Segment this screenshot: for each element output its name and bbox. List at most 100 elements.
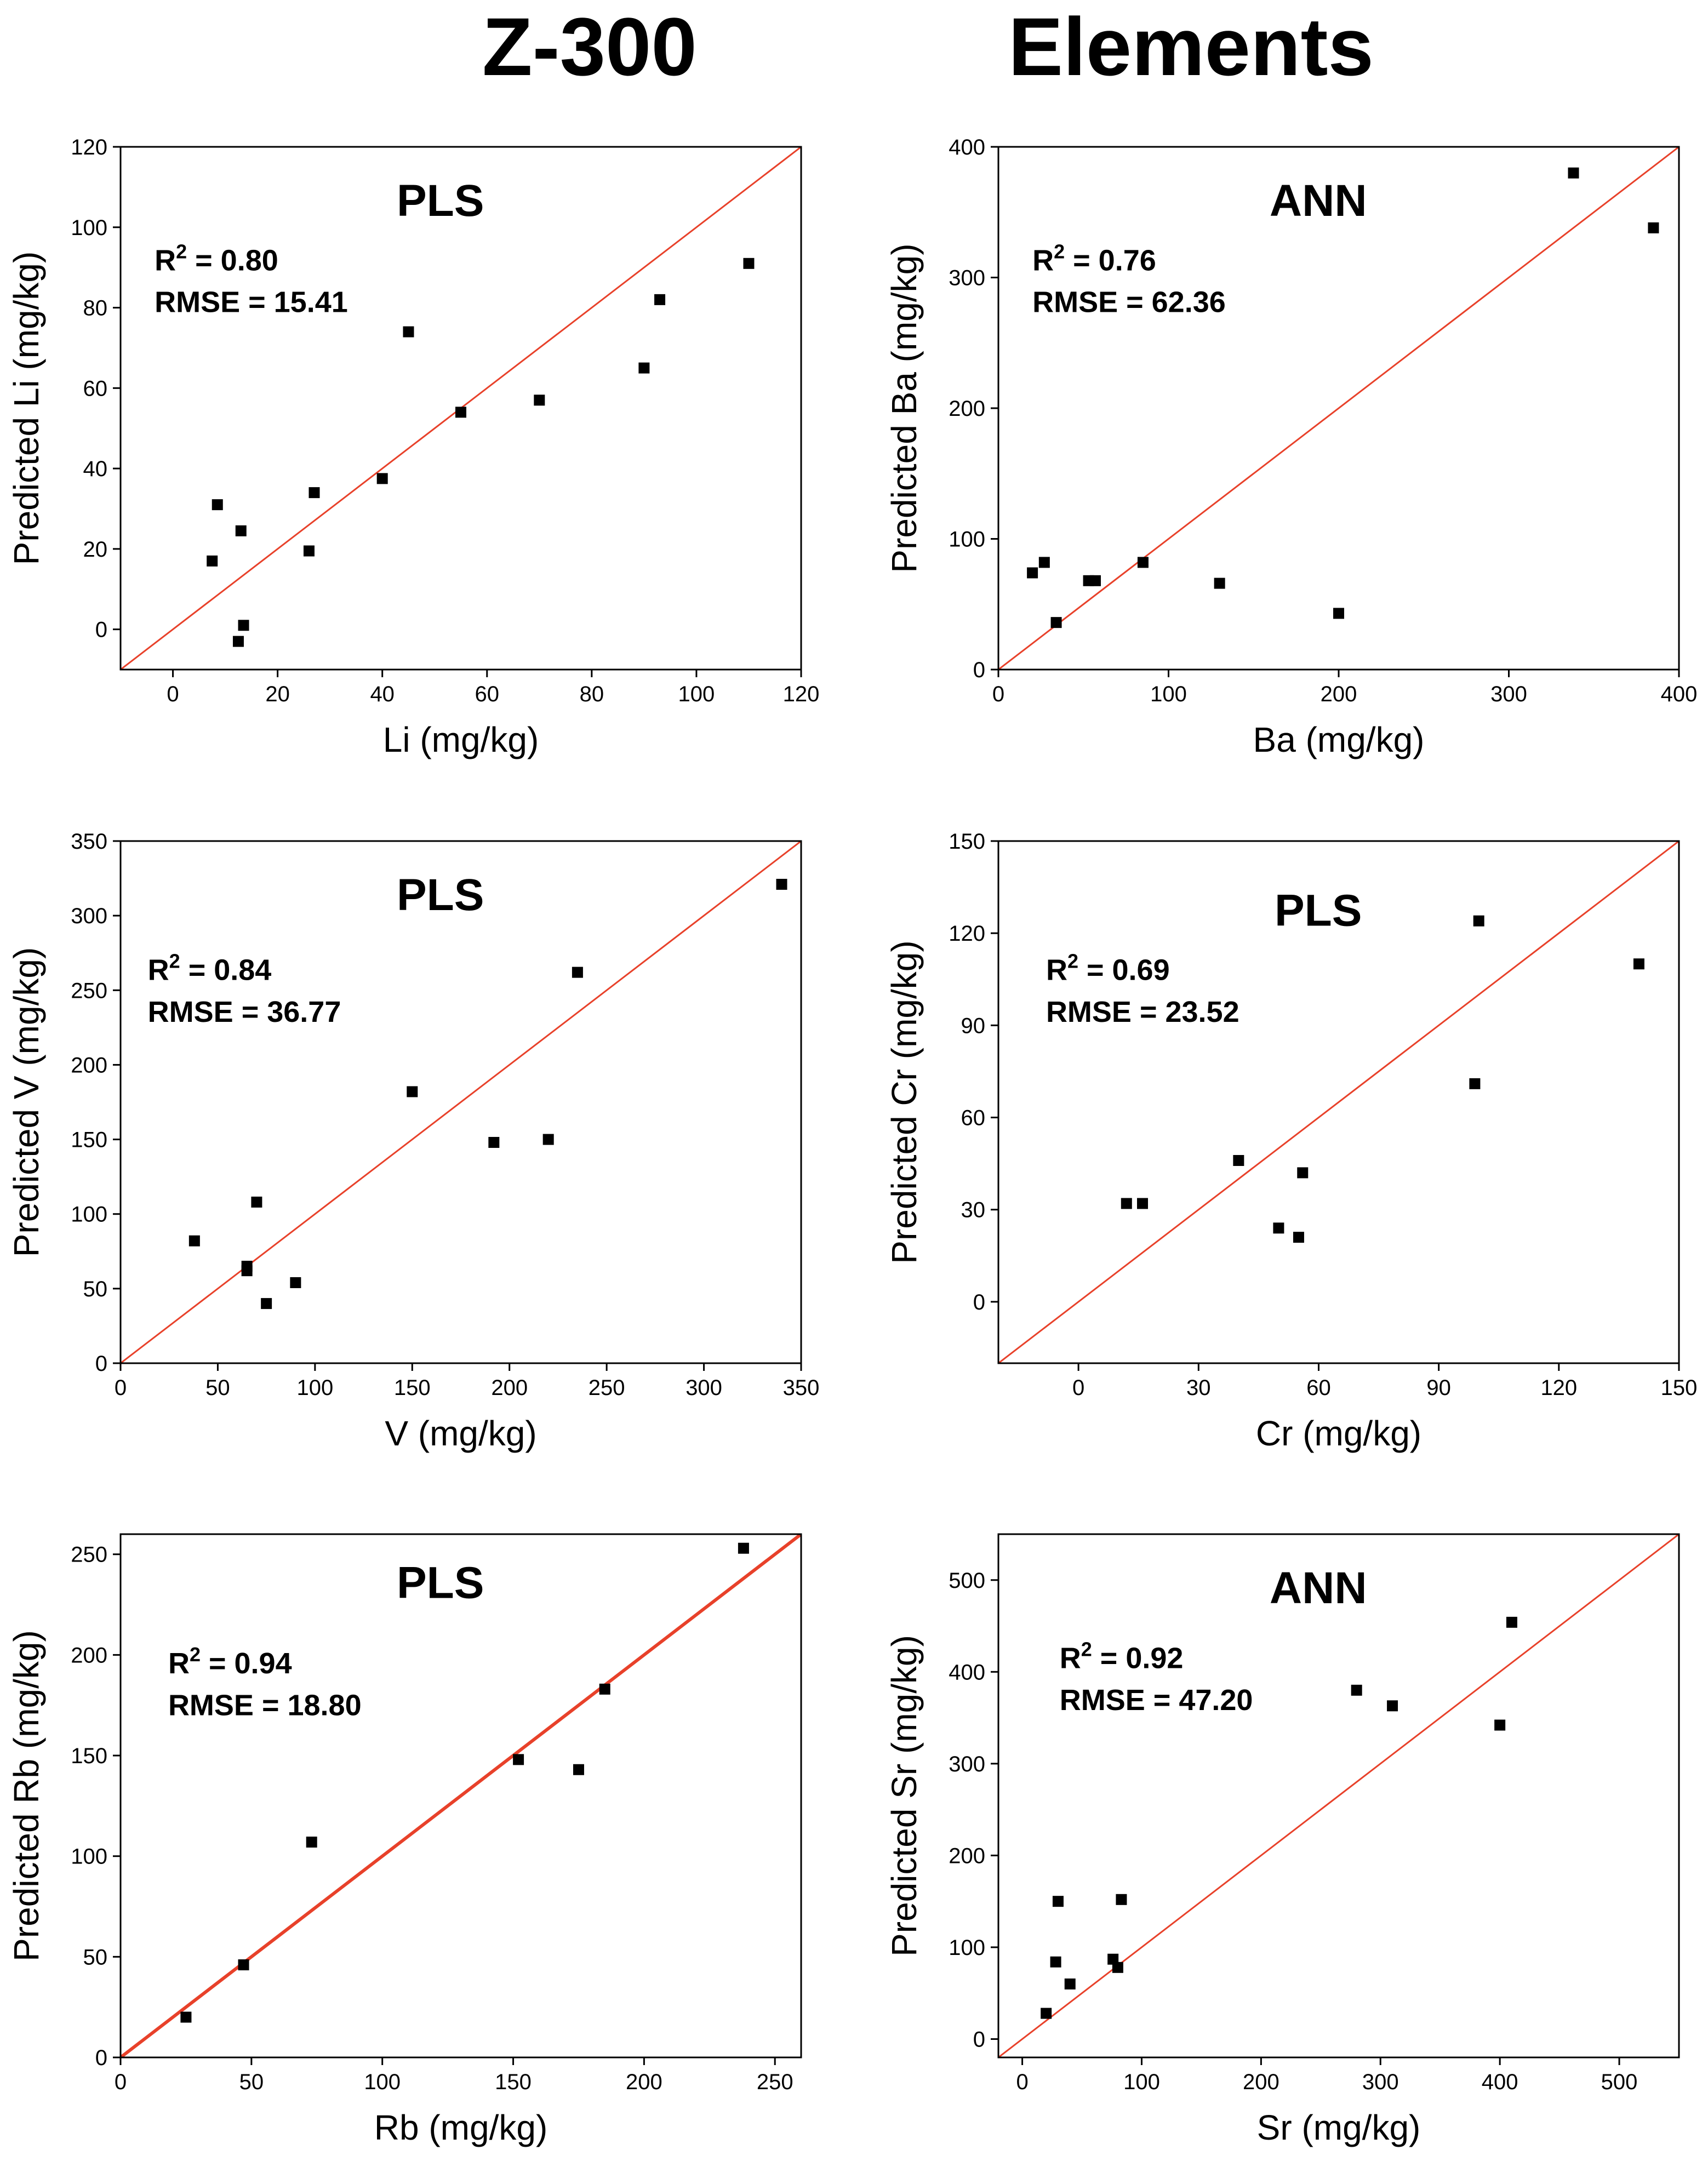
x-tick-label: 0 — [167, 682, 179, 706]
y-tick-label: 100 — [949, 1936, 985, 1960]
plot-frame — [119, 146, 802, 671]
data-point — [1333, 608, 1344, 619]
y-tick-label: 60 — [83, 376, 108, 401]
x-tick-label: 60 — [475, 682, 500, 706]
data-point — [235, 525, 247, 536]
y-tick-label: 350 — [71, 830, 107, 854]
plot-frame — [997, 840, 1680, 1364]
y-tick-label: 200 — [949, 397, 985, 421]
y-axis-label: Predicted Li (mg/kg) — [7, 251, 46, 565]
x-tick-label: 30 — [1186, 1376, 1211, 1400]
x-tick-label: 150 — [1661, 1376, 1698, 1400]
x-tick-label: 0 — [115, 2070, 127, 2094]
y-tick-label: 0 — [973, 1290, 985, 1314]
y-tick-label: 100 — [71, 1845, 107, 1869]
data-point — [1233, 1155, 1244, 1167]
y-axis-label: Predicted Sr (mg/kg) — [884, 1635, 924, 1957]
data-point — [743, 258, 755, 269]
chart-panel-3: 0 50 100 150 200 250 300 350 0 50 100 150 200 250 300 3… — [7, 830, 819, 1453]
data-point — [1107, 1953, 1119, 1965]
x-tick-label: 150 — [495, 2070, 532, 2094]
data-point — [1494, 1719, 1506, 1731]
method-title: ANN — [1270, 176, 1367, 226]
data-point — [513, 1754, 524, 1765]
y-tick-label: 300 — [949, 1752, 985, 1776]
y-axis-label: Predicted V (mg/kg) — [7, 947, 46, 1257]
x-tick-label: 90 — [1426, 1376, 1451, 1400]
x-tick-label: 400 — [1661, 682, 1698, 706]
method-title: PLS — [397, 176, 484, 226]
x-tick-label: 50 — [239, 2070, 264, 2094]
diagonal-line — [998, 1534, 1679, 2057]
y-tick-label: 300 — [949, 266, 985, 290]
x-tick-label: 100 — [678, 682, 715, 706]
x-tick-label: 0 — [1016, 2070, 1028, 2094]
x-tick-label: 120 — [783, 682, 820, 706]
x-tick-label: 500 — [1601, 2070, 1638, 2094]
data-point — [776, 878, 787, 890]
y-tick-label: 0 — [973, 658, 985, 682]
data-point — [573, 1764, 584, 1775]
data-point — [1351, 1684, 1362, 1696]
rmse-annotation: RMSE = 47.20 — [1060, 1684, 1253, 1717]
data-point — [1052, 1896, 1064, 1907]
method-title: PLS — [397, 870, 484, 920]
x-tick-label: 0 — [992, 682, 1004, 706]
data-point — [488, 1137, 500, 1148]
x-tick-label: 40 — [370, 682, 395, 706]
y-tick-label: 250 — [71, 1543, 107, 1567]
data-point — [241, 1265, 253, 1277]
y-tick-label: 120 — [949, 922, 985, 946]
data-point — [1050, 617, 1062, 628]
data-point — [1568, 167, 1579, 179]
r-squared-annotation: R2 = 0.92 — [1060, 1638, 1184, 1675]
rmse-annotation: RMSE = 36.77 — [148, 996, 341, 1028]
r-squared-annotation: R2 = 0.69 — [1046, 950, 1170, 987]
x-axis-label: Cr (mg/kg) — [1256, 1414, 1421, 1453]
r-squared-annotation: R2 = 0.94 — [168, 1643, 292, 1680]
x-tick-label: 200 — [626, 2070, 662, 2094]
y-tick-label: 0 — [95, 2046, 107, 2070]
y-tick-label: 200 — [949, 1844, 985, 1868]
data-point — [207, 555, 218, 567]
data-point — [599, 1683, 610, 1695]
y-tick-label: 0 — [973, 2027, 985, 2051]
data-point — [654, 294, 666, 305]
x-tick-label: 300 — [686, 1376, 722, 1400]
data-point — [1038, 557, 1050, 568]
x-tick-label: 200 — [491, 1376, 528, 1400]
plot-frame — [997, 1533, 1680, 2059]
y-tick-label: 200 — [71, 1053, 107, 1077]
data-point — [309, 487, 320, 499]
data-point — [180, 2011, 192, 2023]
y-tick-label: 40 — [83, 457, 108, 481]
data-point — [403, 326, 414, 338]
x-tick-label: 50 — [205, 1376, 230, 1400]
x-tick-label: 250 — [757, 2070, 793, 2094]
y-tick-label: 20 — [83, 538, 108, 562]
data-point — [455, 407, 466, 418]
y-tick-label: 100 — [71, 216, 107, 240]
x-axis-label: Sr (mg/kg) — [1257, 2108, 1421, 2147]
y-tick-label: 150 — [71, 1128, 107, 1152]
x-tick-label: 250 — [589, 1376, 625, 1400]
y-tick-label: 90 — [961, 1014, 986, 1038]
x-tick-label: 300 — [1490, 682, 1527, 706]
rmse-annotation: RMSE = 23.52 — [1046, 996, 1239, 1028]
chart-panel-4: 0 30 60 90 120 150 0 30 60 90 120 150 Cr (mg/kg) Pred… — [884, 830, 1697, 1453]
data-point — [1297, 1167, 1309, 1179]
x-tick-label: 150 — [394, 1376, 431, 1400]
y-axis-label: Predicted Rb (mg/kg) — [7, 1630, 46, 1962]
method-title: PLS — [397, 1558, 484, 1608]
x-tick-label: 400 — [1482, 2070, 1518, 2094]
rmse-annotation: RMSE = 18.80 — [168, 1689, 362, 1722]
method-title: PLS — [1275, 885, 1362, 935]
data-point — [572, 967, 583, 978]
x-tick-label: 0 — [1072, 1376, 1084, 1400]
y-tick-label: 300 — [71, 904, 107, 928]
y-tick-label: 120 — [71, 135, 107, 159]
data-point — [1473, 915, 1484, 927]
data-point — [1116, 1894, 1127, 1905]
x-axis-label: Li (mg/kg) — [383, 720, 539, 759]
r-squared-annotation: R2 = 0.80 — [155, 240, 278, 277]
